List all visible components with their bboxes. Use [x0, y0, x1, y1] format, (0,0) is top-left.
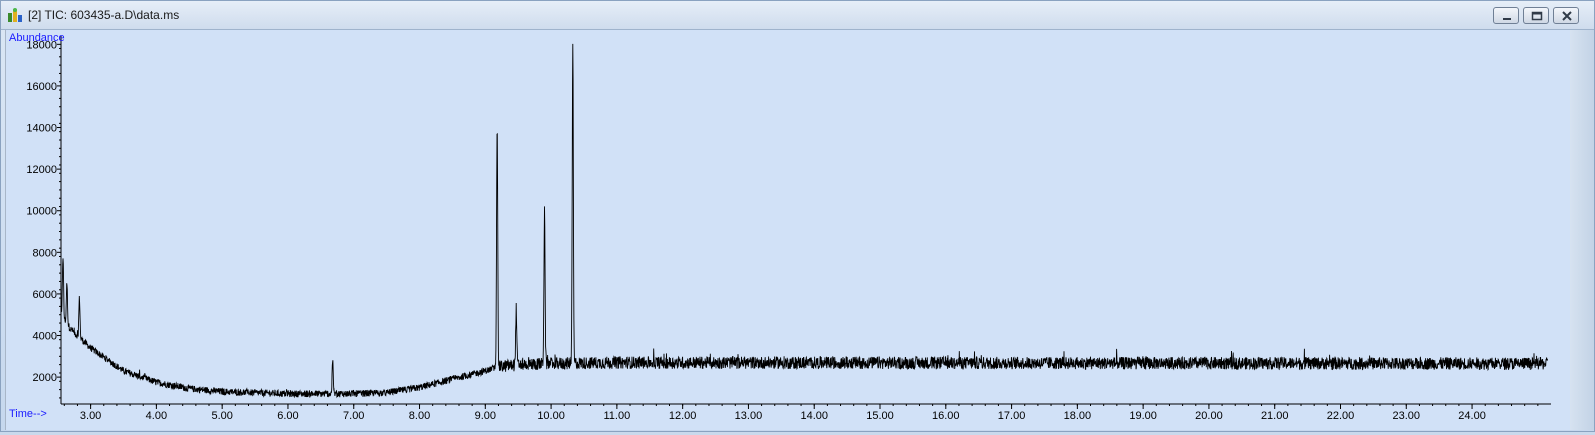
x-tick-label: 11.00 — [604, 410, 631, 422]
x-tick-label: 14.00 — [800, 410, 828, 422]
minimize-button[interactable] — [1493, 7, 1519, 24]
x-tick-label: 5.00 — [211, 410, 232, 422]
window-title: [2] TIC: 603435-a.D\data.ms — [28, 8, 180, 22]
restore-icon — [1531, 11, 1543, 21]
x-tick-label: 23.00 — [1393, 410, 1421, 422]
y-tick-label: 12000 — [26, 164, 57, 176]
y-tick-label: 16000 — [26, 81, 57, 93]
y-tick-label: 18000 — [26, 39, 57, 51]
x-tick-label: 17.00 — [998, 410, 1026, 422]
x-tick-label: 20.00 — [1195, 410, 1223, 422]
y-tick-label: 6000 — [33, 289, 57, 301]
y-axis-label: Abundance — [9, 32, 65, 44]
x-tick-label: 21.00 — [1261, 410, 1289, 422]
tic-trace — [60, 43, 1549, 399]
close-button[interactable] — [1553, 7, 1579, 24]
x-tick-label: 3.00 — [80, 410, 101, 422]
x-tick-label: 4.00 — [146, 410, 167, 422]
y-tick-label: 14000 — [26, 123, 57, 135]
x-tick-label: 7.00 — [343, 410, 364, 422]
window-right-edge — [1570, 30, 1594, 430]
x-tick-label: 15.00 — [866, 410, 894, 422]
title-bar[interactable]: [2] TIC: 603435-a.D\data.ms — [1, 1, 1594, 30]
close-icon — [1562, 11, 1572, 21]
x-tick-label: 8.00 — [409, 410, 430, 422]
x-tick-label: 18.00 — [1064, 410, 1092, 422]
y-tick-label: 10000 — [26, 206, 57, 218]
restore-button[interactable] — [1523, 7, 1549, 24]
x-tick-label: 24.00 — [1458, 410, 1486, 422]
chemstation-data-icon — [8, 8, 22, 22]
x-tick-label: 9.00 — [475, 410, 496, 422]
x-axis-label: Time--> — [9, 408, 47, 420]
tic-chromatogram[interactable]: 2000 4000 6000 8000 10000 12000 14000 16000 1800… — [6, 30, 1571, 430]
y-tick-label: 8000 — [33, 247, 57, 259]
x-tick-label: 13.00 — [735, 410, 763, 422]
y-tick-label: 2000 — [33, 372, 57, 384]
x-tick-label: 12.00 — [669, 410, 697, 422]
x-tick-label: 10.00 — [537, 410, 565, 422]
x-tick-label: 22.00 — [1327, 410, 1355, 422]
x-tick-label: 6.00 — [277, 410, 298, 422]
x-tick-label: 19.00 — [1129, 410, 1157, 422]
y-tick-label: 4000 — [33, 331, 57, 343]
chromatogram-plot-area[interactable]: 2000 4000 6000 8000 10000 12000 14000 16000 1800… — [5, 30, 1571, 430]
minimize-icon — [1503, 18, 1511, 20]
x-tick-label: 16.00 — [932, 410, 960, 422]
